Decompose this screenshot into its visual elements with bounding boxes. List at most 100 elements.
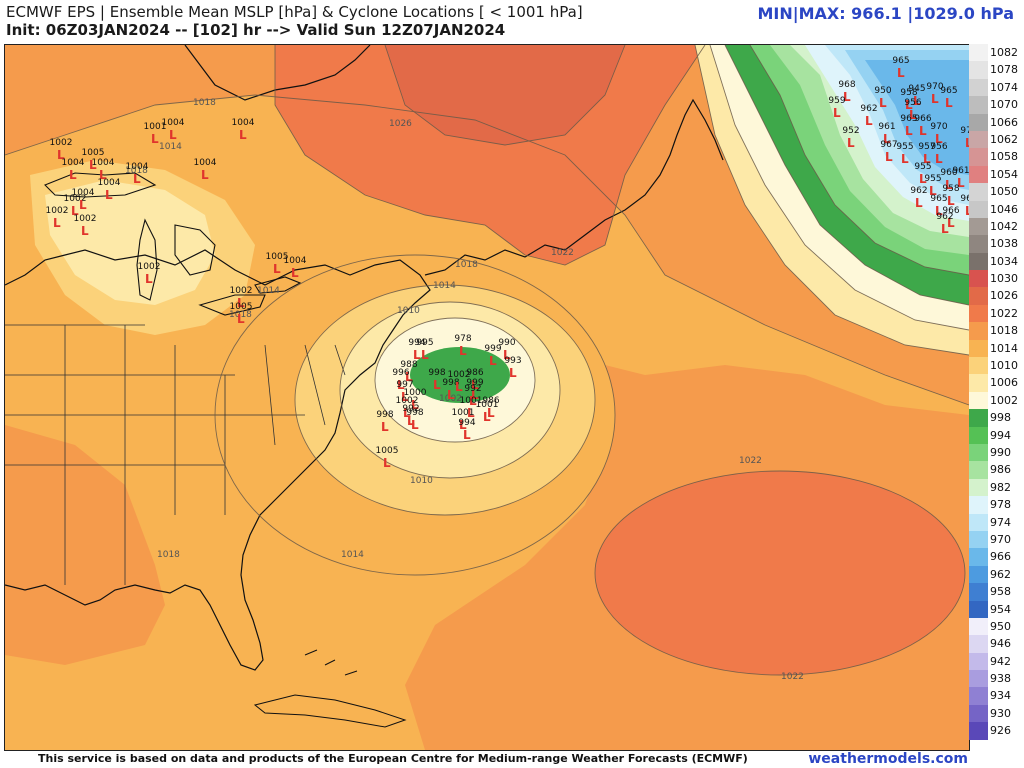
legend-entry: 970 [969,530,1024,549]
cyclone-pressure-label: 1004 [194,158,217,168]
cyclone-pressure-label: 960 [940,168,957,178]
cyclone-pressure-label: 952 [842,126,859,136]
cyclone-low-marker: L [919,124,927,138]
cyclone-low-marker: L [833,106,841,120]
legend-label: 990 [990,445,1011,459]
cyclone-pressure-label: 998 [428,368,445,378]
cyclone-low-marker: L [99,168,107,182]
cyclone-low-marker: L [915,196,923,210]
legend-entry: 1010 [969,357,1024,375]
cyclone-pressure-label: 995 [416,338,433,348]
cyclone-pressure-label: 961 [952,166,969,176]
cyclone-pressure-label: 986 [482,396,499,406]
cyclone-low-marker: L [469,394,477,408]
legend-swatch [969,165,988,184]
cyclone-low-marker: L [81,224,89,238]
legend-label: 1058 [990,150,1018,164]
cyclone-low-marker: L [407,414,415,428]
legend-label: 974 [990,515,1011,529]
cyclone-pressure-label: 945 [908,84,925,94]
legend-entry: 1002 [969,391,1024,410]
legend-label: 1050 [990,185,1018,199]
legend-swatch [969,496,988,514]
cyclone-pressure-label: 966 [942,206,959,216]
cyclone-pressure-label: 1002 [448,370,471,380]
legend-label: 982 [990,480,1011,494]
cyclone-low-marker: L [403,406,411,420]
init-valid-time: Init: 06Z03JAN2024 -- [102] hr --> Valid… [6,21,506,39]
cyclone-low-marker: L [105,188,113,202]
cyclone-pressure-label: 986 [466,368,483,378]
pressure-legend: 1082 1078 1074 1070 1066 1062 1058 1054 1050 1046… [969,44,1024,740]
cuba [253,694,407,728]
cyclone-pressure-label: 997 [396,380,413,390]
cyclone-pressure-label: 958 [942,184,959,194]
legend-entry: 1026 [969,287,1024,305]
cyclone-pressure-label: 1004 [72,188,95,198]
cyclone-low-marker: L [913,94,921,108]
legend-swatch [969,583,988,601]
legend-swatch [969,391,988,410]
legend-swatch [969,357,988,375]
legend-label: 966 [990,550,1011,564]
legend-entry: 1062 [969,130,1024,149]
legend-entry: 1074 [969,78,1024,97]
legend-entry: 1054 [969,165,1024,184]
legend-swatch [969,548,988,566]
cyclone-pressure-label: 961 [878,122,895,132]
cyclone-pressure-label: 1004 [92,158,115,168]
cyclone-low-marker: L [471,378,479,392]
legend-entry: 1058 [969,148,1024,166]
cyclone-pressure-label: 967 [880,140,897,150]
legend-label: 962 [990,567,1011,581]
legend-swatch [969,61,988,79]
great-lake-ontario [254,276,302,294]
legend-swatch [969,635,988,653]
cyclone-pressure-label: 1002 [74,214,97,224]
brand-link[interactable]: weathermodels.com [808,751,968,767]
legend-entry: 986 [969,461,1024,479]
legend-entry: 962 [969,565,1024,584]
legend-label: 1022 [990,306,1018,320]
cyclone-pressure-label: 969 [960,194,969,204]
cyclone-low-marker: L [239,128,247,142]
legend-entry: 990 [969,443,1024,462]
cyclone-pressure-label: 990 [498,338,515,348]
cyclone-low-marker: L [965,136,969,150]
legend-swatch [969,304,988,323]
legend-entry: 1078 [969,61,1024,79]
cyclone-low-marker: L [53,216,61,230]
legend-entry: 1066 [969,113,1024,131]
cyclone-pressure-label: 1002 [46,206,69,216]
legend-label: 950 [990,619,1011,633]
cyclone-pressure-label: 966 [914,114,931,124]
legend-swatch [969,600,988,618]
cyclone-pressure-label: 994 [458,418,475,428]
legend-label: 954 [990,602,1011,616]
legend-entry: 926 [969,722,1024,740]
legend-label: 1030 [990,272,1018,286]
field-1006-greatlakes [45,180,215,305]
cyclone-low-marker: L [463,428,471,442]
legend-swatch [969,530,988,549]
great-lake-michigan [136,218,158,301]
legend-swatch [969,461,988,479]
cyclone-low-marker: L [489,354,497,368]
legend-entry: 938 [969,670,1024,688]
cyclone-pressure-label: 1004 [232,118,255,128]
legend-entry: 978 [969,496,1024,514]
cyclone-pressure-label: 958 [900,88,917,98]
